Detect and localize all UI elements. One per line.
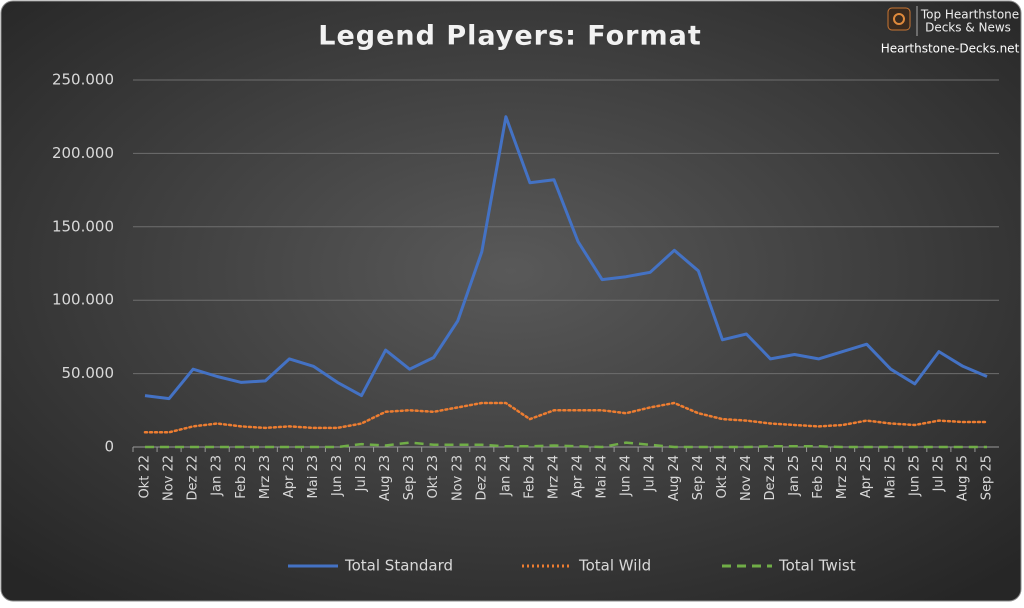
series-line bbox=[144, 115, 988, 401]
legend-label: Total Wild bbox=[578, 557, 651, 575]
y-tick-label: 100.000 bbox=[52, 291, 114, 309]
watermark: Top Hearthstone Decks & News Hearthstone… bbox=[881, 6, 1020, 56]
x-tick-label: Jun 25 bbox=[907, 455, 922, 497]
x-tick-label: Feb 23 bbox=[234, 455, 249, 499]
x-tick-label: Sep 25 bbox=[979, 455, 994, 500]
x-tick-label: Nov 23 bbox=[450, 455, 465, 501]
x-tick-label: Sep 23 bbox=[402, 455, 417, 500]
x-tick-label: Mai 25 bbox=[883, 455, 898, 498]
x-tick-label: Feb 24 bbox=[522, 455, 537, 499]
series-line bbox=[145, 441, 987, 449]
x-tick-label: Aug 25 bbox=[955, 455, 970, 501]
x-tick-label: Dez 24 bbox=[763, 455, 778, 501]
legend-label: Total Twist bbox=[778, 557, 856, 575]
x-tick-label: Sep 24 bbox=[691, 455, 706, 500]
y-tick-label: 50.000 bbox=[62, 364, 115, 382]
x-tick-label: Jul 23 bbox=[354, 455, 369, 492]
series-line bbox=[143, 401, 989, 434]
logo-icon bbox=[887, 7, 911, 31]
x-tick-label: Aug 24 bbox=[667, 455, 682, 501]
x-tick-label: Okt 23 bbox=[426, 455, 441, 499]
x-tick-label: Dez 22 bbox=[186, 455, 201, 501]
y-tick-label: 200.000 bbox=[52, 144, 114, 162]
x-tick-label: Dez 23 bbox=[474, 455, 489, 501]
watermark-line: Decks & News bbox=[925, 21, 1011, 35]
x-tick-label: Okt 22 bbox=[138, 455, 153, 499]
x-tick-label: Mrz 24 bbox=[546, 455, 561, 499]
x-tick-label: Mrz 25 bbox=[835, 455, 850, 499]
x-tick-label: Jul 24 bbox=[643, 455, 658, 492]
x-tick-label: Apr 24 bbox=[571, 455, 586, 498]
y-tick-label: 0 bbox=[104, 438, 114, 456]
watermark-site: Hearthstone-Decks.net bbox=[881, 42, 1020, 56]
x-tick-label: Okt 24 bbox=[715, 455, 730, 499]
legend-label: Total Standard bbox=[344, 557, 453, 575]
x-tick-label: Mai 23 bbox=[306, 455, 321, 498]
x-tick-label: Jan 24 bbox=[498, 455, 513, 497]
x-tick-label: Jan 25 bbox=[787, 455, 802, 497]
x-tick-label: Nov 22 bbox=[162, 455, 177, 501]
watermark-line: Top Hearthstone bbox=[920, 8, 1019, 22]
x-tick-label: Mai 24 bbox=[595, 455, 610, 498]
x-tick-label: Jan 23 bbox=[210, 455, 225, 497]
logo-mark bbox=[893, 13, 905, 25]
x-tick-label: Aug 23 bbox=[378, 455, 393, 501]
x-tick-label: Jun 24 bbox=[619, 455, 634, 497]
y-tick-label: 150.000 bbox=[52, 217, 114, 235]
x-tick-label: Apr 23 bbox=[282, 455, 297, 498]
chart-title: Legend Players: Format bbox=[318, 21, 702, 52]
x-tick-label: Feb 25 bbox=[811, 455, 826, 499]
y-tick-label: 250.000 bbox=[52, 71, 114, 89]
x-tick-label: Jul 25 bbox=[931, 455, 946, 492]
x-tick-label: Jun 23 bbox=[330, 455, 345, 497]
x-tick-label: Apr 25 bbox=[859, 455, 874, 498]
x-tick-label: Mrz 23 bbox=[258, 455, 273, 499]
x-tick-label: Nov 24 bbox=[739, 455, 754, 501]
